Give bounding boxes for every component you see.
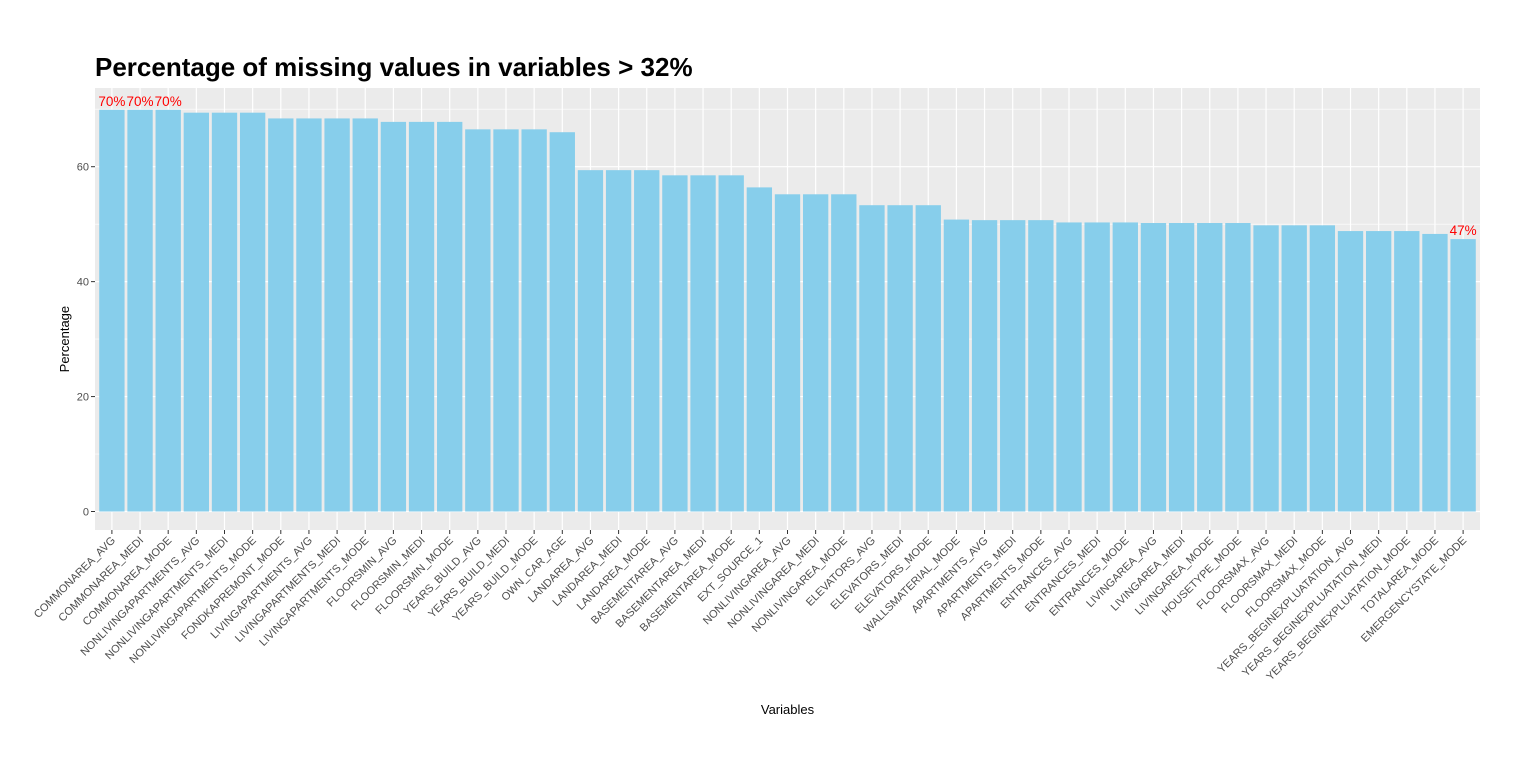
y-tick-label: 20 [77, 392, 89, 404]
x-axis-title: Variables [761, 702, 815, 717]
bar [831, 194, 857, 512]
bar [324, 118, 350, 512]
bar [718, 175, 744, 512]
bar [634, 170, 660, 512]
data-label: 70% [98, 94, 125, 109]
y-axis: 0 20 40 60 [77, 162, 95, 519]
bar [127, 109, 153, 512]
bar [1394, 231, 1420, 512]
bar [1422, 233, 1448, 512]
bar [746, 187, 773, 512]
bar [605, 170, 632, 512]
bar [1309, 225, 1336, 512]
bar [183, 112, 210, 512]
bar [1168, 223, 1195, 512]
data-label: 70% [155, 94, 182, 109]
bar [408, 121, 435, 512]
bar [1112, 222, 1138, 512]
data-label: 47% [1450, 223, 1477, 238]
bar [155, 109, 181, 512]
bar [437, 121, 463, 512]
bar [521, 129, 547, 512]
bar [690, 175, 716, 512]
bar [1197, 223, 1223, 512]
bar [239, 112, 266, 512]
bar [1365, 231, 1392, 512]
bar [549, 132, 575, 512]
chart-title: Percentage of missing values in variable… [95, 52, 693, 82]
y-tick-label: 40 [77, 277, 89, 289]
bar [1056, 222, 1082, 512]
bar [1337, 231, 1364, 512]
bar [577, 170, 604, 512]
bar-labels: 70% 70% 70%47% [98, 94, 1476, 238]
bar [1281, 225, 1307, 512]
bar [1225, 223, 1251, 512]
bar [296, 118, 322, 512]
bar [99, 109, 125, 512]
bars [99, 109, 1476, 512]
bar [211, 112, 238, 512]
bar [971, 220, 998, 512]
bar [1084, 222, 1110, 512]
y-axis-title: Percentage [57, 306, 72, 373]
bar [943, 219, 970, 512]
bar [493, 129, 519, 512]
bar [380, 121, 407, 512]
x-axis: COMMONAREA_AVGCOMMONAREA_MEDICOMMONAREA_… [32, 530, 1469, 683]
bar [887, 205, 913, 512]
bar [1000, 220, 1026, 512]
bar [268, 118, 294, 512]
bar [1028, 220, 1054, 512]
bar [1253, 225, 1279, 512]
bar [915, 205, 941, 512]
bar [352, 118, 378, 512]
bar [1140, 223, 1167, 512]
bar [802, 194, 829, 512]
bar [859, 205, 885, 512]
y-tick-label: 60 [77, 162, 89, 174]
bar [465, 129, 491, 512]
y-tick-label: 0 [83, 507, 89, 519]
bar [662, 175, 688, 512]
bar [1450, 239, 1476, 512]
data-label: 70% [127, 94, 154, 109]
bar [774, 194, 801, 512]
